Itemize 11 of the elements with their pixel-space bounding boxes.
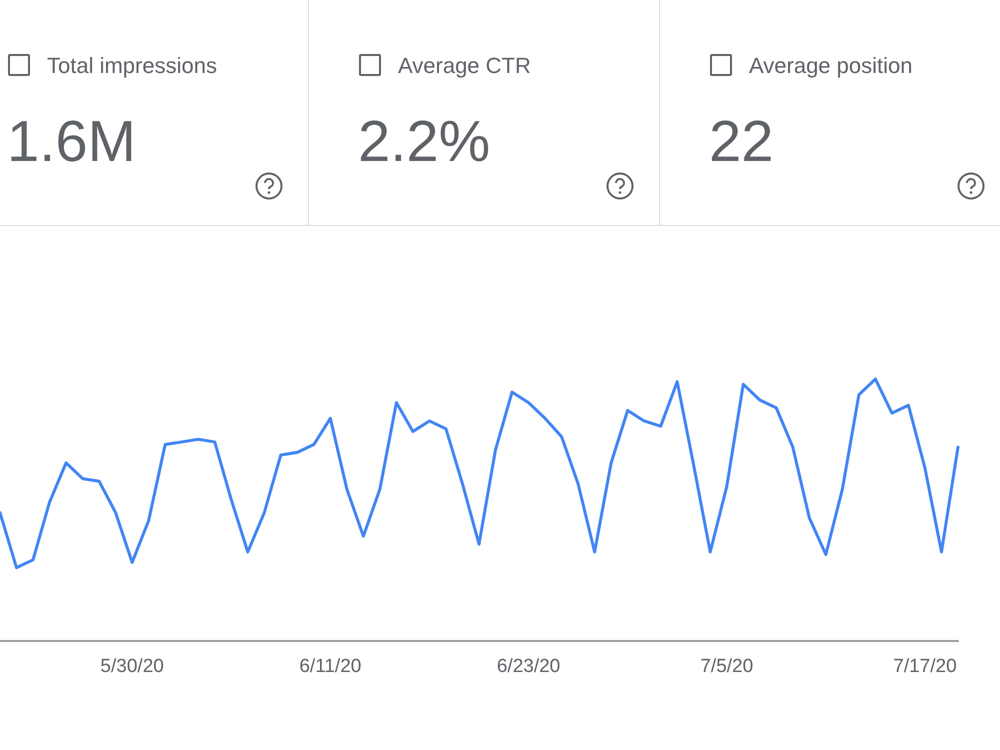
text: 2.2% <box>358 108 490 175</box>
x-tick-label: 7/5/20 <box>700 656 754 677</box>
x-tick-label: 6/11/20 <box>299 656 362 677</box>
text: Total impressions <box>47 53 217 79</box>
x-tick-label: 5/30/20 <box>100 656 164 677</box>
x-tick-label: 6/23/20 <box>496 656 560 677</box>
text: 22 <box>709 108 774 175</box>
text: 1.6M <box>7 108 136 175</box>
x-tick-label: 7/17/20 <box>893 656 957 677</box>
text: Average CTR <box>398 53 531 79</box>
text: Average position <box>749 53 912 79</box>
